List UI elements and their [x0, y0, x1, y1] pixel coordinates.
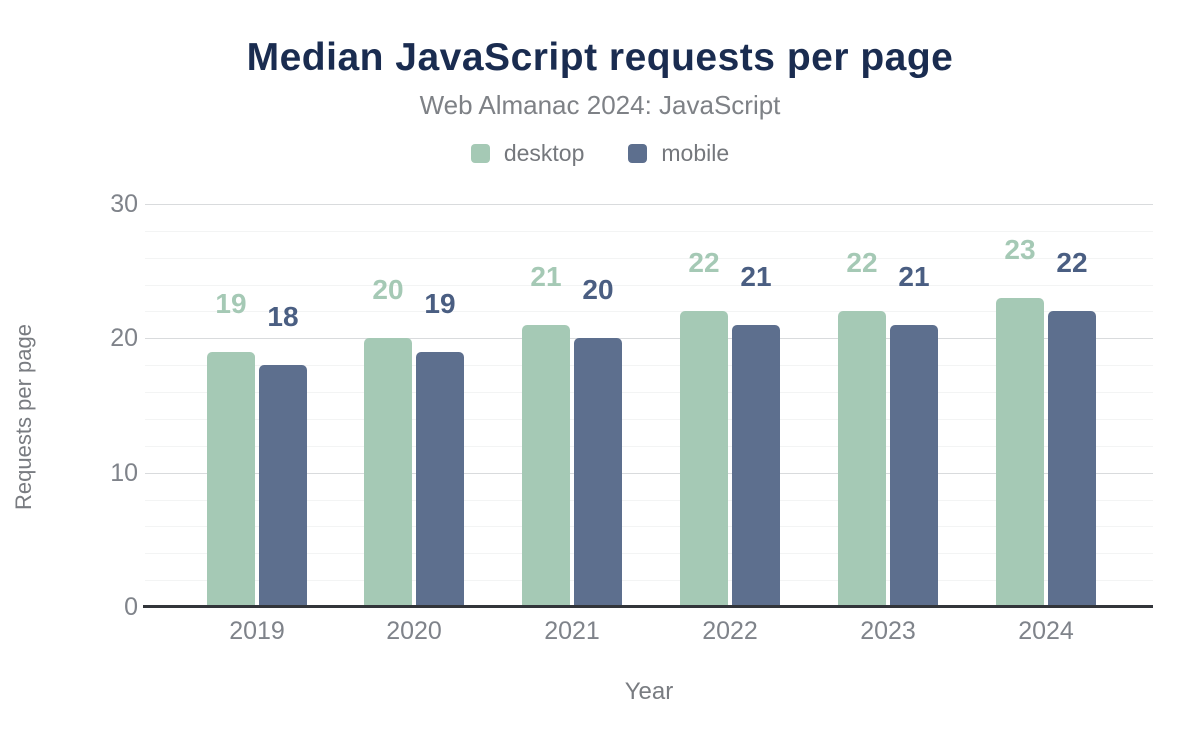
bar-value-label-mobile-2021: 20: [582, 274, 614, 305]
minor-gridline: [145, 446, 1153, 447]
desktop-swatch: [470, 144, 490, 163]
major-gridline: [145, 338, 1153, 339]
bar-value-label-mobile-2019: 18: [267, 301, 299, 332]
minor-gridline: [145, 365, 1153, 366]
minor-gridline: [145, 311, 1153, 312]
bar-value-label-desktop-2020: 20: [372, 274, 404, 305]
bar-mobile-2024[interactable]: [1048, 311, 1096, 607]
y-tick-label: 0: [124, 593, 138, 621]
x-axis-title: Year: [624, 678, 674, 705]
major-gridline: [145, 473, 1153, 474]
y-tick-label: 30: [110, 190, 138, 218]
x-tick-label-2022: 2022: [702, 617, 758, 645]
minor-gridline: [145, 580, 1153, 581]
x-tick-label-2024: 2024: [1018, 617, 1074, 645]
x-tick-label-2019: 2019: [229, 617, 285, 645]
bar-value-label-mobile-2023: 21: [898, 261, 930, 292]
bar-value-label-desktop-2022: 22: [688, 247, 720, 278]
bar-mobile-2019[interactable]: [259, 365, 307, 607]
x-axis-line: [143, 605, 1153, 608]
minor-gridline: [145, 553, 1153, 554]
minor-gridline: [145, 526, 1153, 527]
y-axis-title: Requests per page: [11, 324, 36, 510]
minor-gridline: [145, 419, 1153, 420]
legend-item-mobile[interactable]: mobile: [628, 140, 729, 167]
major-gridline: [145, 204, 1153, 205]
bar-value-label-desktop-2023: 22: [846, 247, 878, 278]
chart-title: Median JavaScript requests per page: [246, 36, 954, 79]
bar-value-label-mobile-2020: 19: [424, 288, 456, 319]
minor-gridline: [145, 258, 1153, 259]
x-tick-label-2020: 2020: [386, 617, 442, 645]
bar-desktop-2020[interactable]: [364, 338, 412, 607]
bar-value-label-desktop-2019: 19: [215, 288, 247, 319]
minor-gridline: [145, 392, 1153, 393]
bar-desktop-2021[interactable]: [522, 325, 570, 607]
bar-value-label-mobile-2022: 21: [740, 261, 772, 292]
bar-mobile-2023[interactable]: [890, 325, 938, 607]
minor-gridline: [145, 285, 1153, 286]
bar-desktop-2022[interactable]: [680, 311, 728, 607]
x-tick-label-2023: 2023: [860, 617, 916, 645]
legend-label-desktop: desktop: [503, 140, 585, 166]
mobile-swatch: [628, 144, 648, 163]
y-tick-label: 10: [110, 459, 138, 487]
y-tick-label: 20: [110, 324, 138, 352]
bar-desktop-2023[interactable]: [838, 311, 886, 607]
legend-label-mobile: mobile: [661, 140, 730, 166]
x-tick-label-2021: 2021: [544, 617, 600, 645]
bar-desktop-2019[interactable]: [207, 352, 255, 607]
bar-mobile-2022[interactable]: [732, 325, 780, 607]
legend: desktop mobile: [0, 140, 1200, 167]
minor-gridline: [145, 500, 1153, 501]
chart-subtitle: Web Almanac 2024: JavaScript: [419, 90, 781, 120]
bar-value-label-desktop-2021: 21: [530, 261, 562, 292]
bar-value-label-desktop-2024: 23: [1004, 234, 1036, 265]
bar-mobile-2020[interactable]: [416, 352, 464, 607]
minor-gridline: [145, 231, 1153, 232]
legend-item-desktop[interactable]: desktop: [470, 140, 585, 167]
bar-value-label-mobile-2024: 22: [1056, 247, 1088, 278]
bar-desktop-2024[interactable]: [996, 298, 1044, 607]
bar-mobile-2021[interactable]: [574, 338, 622, 607]
